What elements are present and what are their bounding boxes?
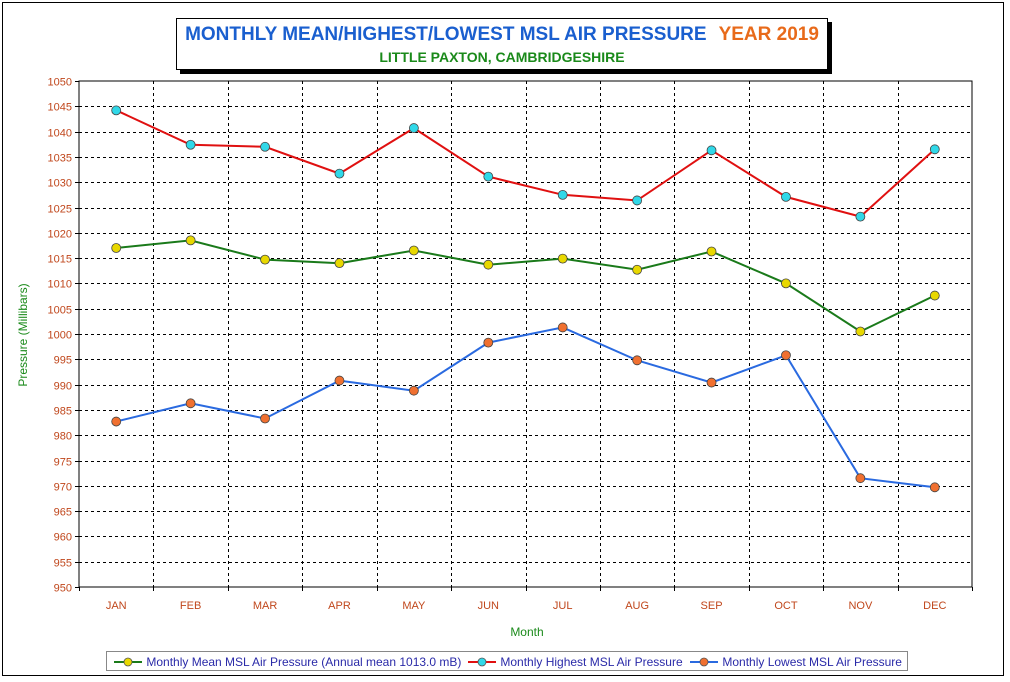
y-tick-label: 1045 [48,102,72,114]
data-point-mean [111,243,122,253]
data-point-high [111,105,122,116]
data-point-low [260,413,270,424]
y-tick-label: 1005 [48,305,72,317]
data-point-high [185,139,196,150]
y-tick-label: 1030 [48,178,72,190]
data-point-high [334,168,345,179]
data-point-mean [185,235,196,246]
y-tick-label: 1025 [48,204,72,216]
title-box: MONTHLY MEAN/HIGHEST/LOWEST MSL AIR PRES… [176,18,828,70]
y-tick-label: 975 [54,457,72,469]
chart-plot: 950 955 960 965 970 975 980 985 990 995 1000 1005 10… [16,77,973,639]
y-tick-label: 1040 [48,128,72,140]
legend-item-low: Monthly Lowest MSL Air Pressure [689,654,902,669]
series-group [111,105,940,493]
data-point-mean [929,290,940,301]
data-point-mean [706,246,717,257]
y-tick-label: 1020 [48,229,72,241]
legend-item-high: Monthly Highest MSL Air Pressure [467,654,683,669]
x-tick-label: FEB [180,600,201,612]
legend-item-mean: Monthly Mean MSL Air Pressure (Annual me… [113,654,461,669]
legend-mean-swatch [114,657,142,667]
series-line-mean [116,239,936,333]
data-point-low [557,322,568,333]
y-tick-label: 980 [54,431,72,443]
data-point-low [855,473,866,484]
data-point-high [781,191,791,202]
data-point-high [929,144,940,155]
data-point-mean [632,264,643,275]
data-point-low [706,377,717,388]
y-tick-label: 950 [54,583,72,595]
data-point-low [781,350,791,361]
data-point-low [483,337,494,348]
x-tick-label: JAN [106,600,127,612]
y-tick-label: 970 [54,482,72,494]
chart-title-year: YEAR 2019 [718,24,819,45]
data-point-mean [408,245,419,256]
data-point-low [632,355,643,366]
y-tick-label: 1035 [48,153,72,165]
data-point-low [334,375,345,386]
data-point-mean [483,259,494,270]
x-tick-label: MAR [253,600,278,612]
data-point-mean [334,258,345,269]
x-tick-label: APR [328,600,351,612]
data-point-high [260,141,270,152]
data-point-high [408,123,419,133]
y-axis-label: Pressure (Millibars) [16,283,30,386]
legend-mean-label: Monthly Mean MSL Air Pressure (Annual me… [146,654,462,669]
y-tick-label: 1000 [48,330,72,342]
y-tick-label: 1015 [48,254,72,266]
y-tick-label: 955 [54,558,72,570]
y-tick-label: 1010 [48,279,72,291]
legend: Monthly Mean MSL Air Pressure (Annual me… [106,651,908,671]
data-point-low [111,416,122,427]
y-tick-label: 965 [54,507,72,519]
x-tick-label: JUL [553,600,573,612]
data-point-mean [855,326,866,337]
data-point-mean [781,278,791,289]
data-point-high [632,195,643,206]
data-point-low [185,398,196,409]
legend-low-label: Monthly Lowest MSL Air Pressure [722,654,902,669]
x-tick-label: AUG [625,600,649,612]
y-axis-ticks: 950 955 960 965 970 975 980 985 990 995 1000 1005 10… [48,77,79,595]
series-line-low [115,326,935,489]
x-tick-label: NOV [848,600,873,612]
y-tick-label: 960 [54,532,72,544]
data-point-high [557,189,568,200]
legend-high-label: Monthly Highest MSL Air Pressure [500,654,683,669]
x-tick-label: SEP [701,600,723,612]
chart-title: MONTHLY MEAN/HIGHEST/LOWEST MSL AIR PRES… [177,24,827,46]
x-tick-label: OCT [774,600,798,612]
x-tick-label: MAY [402,600,426,612]
series-line-high [115,109,936,218]
y-tick-label: 990 [54,381,72,393]
data-point-low [408,385,419,396]
grid-lines [79,81,972,587]
y-tick-label: 985 [54,406,72,418]
x-axis-ticks: JAN FEB MAR APR MAY JUN JUL AUG SEP OCT NOV DEC [79,587,973,612]
y-tick-label: 995 [54,355,72,367]
legend-low-swatch [690,657,718,667]
data-point-high [855,211,866,222]
x-tick-label: DEC [923,600,946,612]
x-axis-label: Month [510,625,543,639]
chart-subtitle: LITTLE PAXTON, CAMBRIDGESHIRE [379,49,625,65]
y-tick-label: 1050 [48,77,72,89]
chart-title-main: MONTHLY MEAN/HIGHEST/LOWEST MSL AIR PRES… [185,24,707,45]
x-tick-label: JUN [478,600,499,612]
legend-high-swatch [468,657,496,667]
data-point-mean [260,254,270,265]
data-point-high [706,145,717,156]
data-point-low [929,482,940,493]
data-point-high [483,171,494,182]
data-point-mean [557,253,568,264]
